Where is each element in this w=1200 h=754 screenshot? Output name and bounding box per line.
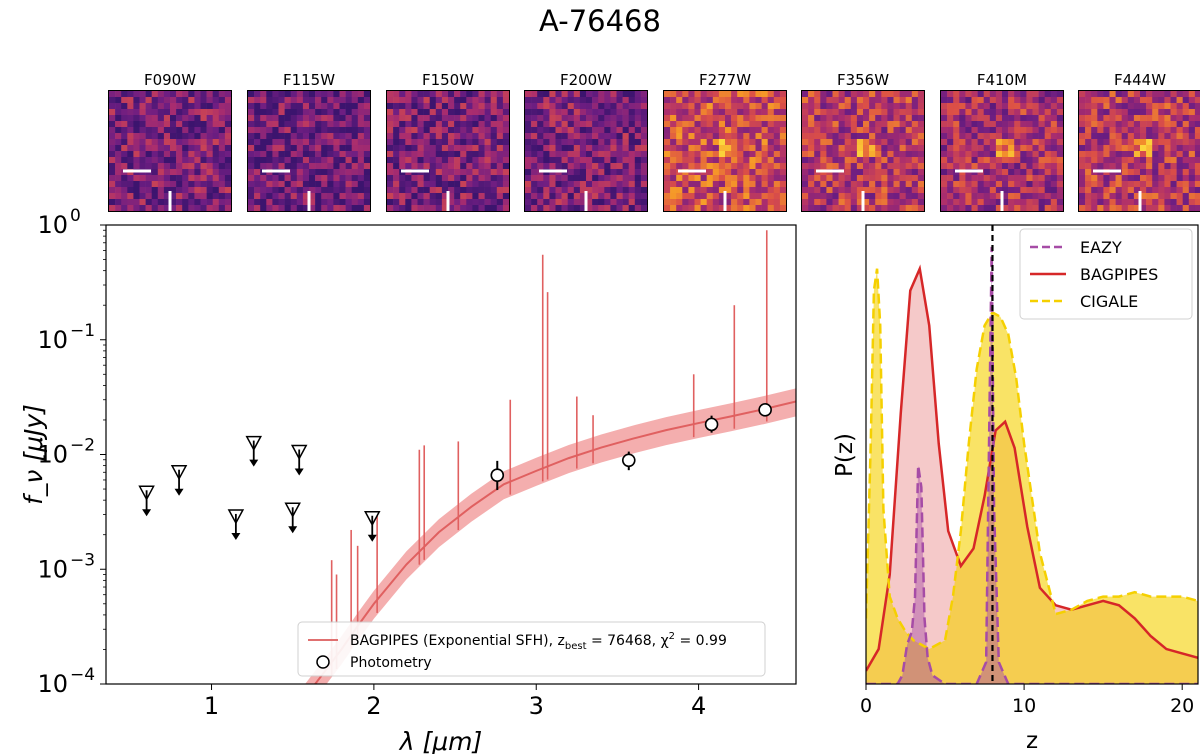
cutout-image (940, 90, 1064, 212)
upper-limit-arrow-head (249, 459, 259, 467)
cutout-image (801, 90, 925, 212)
sed-legend-photometry-swatch (316, 655, 330, 669)
cutout-filter-label: F150W (421, 71, 475, 89)
cutout-image (524, 90, 648, 212)
pz-plot-area (866, 225, 1198, 684)
pz-line-eazy (866, 246, 1198, 684)
pz-x-tick-label: 0 (860, 695, 872, 717)
pz-line-bagpipes (866, 264, 1198, 672)
cutout-filter-label: F277W (698, 71, 752, 89)
cutout-image (386, 90, 510, 212)
sed-legend-model-label: BAGPIPES (Exponential SFH), zbest = 7646… (350, 631, 727, 652)
pz-line-cigale (866, 268, 1198, 651)
cutout-filter-label: F200W (559, 71, 613, 89)
figure-title: A-76468 (539, 4, 661, 38)
cutout-filter-label: F444W (1113, 71, 1167, 89)
pz-axes-frame (865, 224, 1199, 685)
pz-y-axis-label: P(z) (832, 433, 858, 477)
upper-limit-arrow-head (142, 509, 152, 517)
cutout-f090w: F090W (108, 70, 232, 212)
pz-legend-box (1019, 228, 1193, 320)
pz-fill-cigale (866, 268, 1198, 684)
sed-y-axis-label: f_ν [μJy] (19, 404, 48, 505)
cutout-f150w: F150W (386, 70, 510, 212)
cutout-filter-label: F090W (143, 71, 197, 89)
sed-y-tick-exponent: −2 (70, 436, 95, 456)
upper-limit-arrow-head (231, 532, 241, 540)
sed-y-tick-label: 10 (37, 211, 68, 239)
pz-fill-bagpipes (866, 268, 1198, 684)
pz-x-axis-label: z (1026, 728, 1038, 754)
pz-legend-label-eazy: EAZY (1080, 238, 1122, 257)
sed-y-tick-label: 10 (37, 441, 68, 469)
sed-y-tick-label: 10 (37, 326, 68, 354)
upper-limit-arrow-head (288, 526, 298, 534)
cutout-f410m: F410M (940, 70, 1064, 212)
photometry-point (490, 468, 505, 483)
photometry-point (704, 417, 719, 432)
cutout-filter-label: F115W (282, 71, 336, 89)
cutout-f277w: F277W (663, 70, 787, 212)
cutout-f356w: F356W (801, 70, 925, 212)
sed-legend-box (297, 621, 766, 677)
sed-axes-frame (105, 224, 797, 685)
cutout-image (108, 90, 232, 212)
photometry-point (758, 403, 772, 417)
sed-y-tick-label: 10 (37, 555, 68, 583)
upper-limit-arrow-head (294, 468, 304, 476)
cutout-image (663, 90, 787, 212)
pz-x-tick-label: 20 (1170, 695, 1194, 717)
cutout-image (1078, 90, 1200, 212)
cutout-f115w: F115W (247, 70, 371, 212)
sed-y-tick-exponent: −1 (70, 321, 95, 341)
sed-y-tick-exponent: 0 (70, 206, 81, 226)
sed-x-tick-label: 1 (204, 692, 219, 720)
sed-x-axis-label: λ [μm] (398, 727, 483, 754)
cutout-f200w: F200W (524, 70, 648, 212)
sed-x-tick-label: 3 (529, 692, 544, 720)
cutout-image (247, 90, 371, 212)
sed-y-tick-exponent: −4 (70, 665, 95, 685)
model-uncertainty-band (305, 388, 796, 684)
sed-x-tick-label: 2 (366, 692, 381, 720)
upper-limit-arrow-head (367, 534, 377, 542)
sed-legend-photometry-label: Photometry (350, 655, 432, 671)
cutout-filter-label: F410M (976, 71, 1028, 89)
pz-legend-label-cigale: CIGALE (1080, 292, 1138, 311)
sed-y-tick-label: 10 (37, 670, 68, 698)
cutout-f444w: F444W (1078, 70, 1200, 212)
sed-x-tick-label: 4 (691, 692, 706, 720)
cutout-filter-label: F356W (836, 71, 890, 89)
pz-legend-label-bagpipes: BAGPIPES (1080, 265, 1158, 284)
upper-limit-arrow-head (174, 488, 184, 496)
sed-y-tick-exponent: −3 (70, 550, 95, 570)
photometry-point (621, 453, 636, 468)
pz-x-tick-label: 10 (1012, 695, 1036, 717)
